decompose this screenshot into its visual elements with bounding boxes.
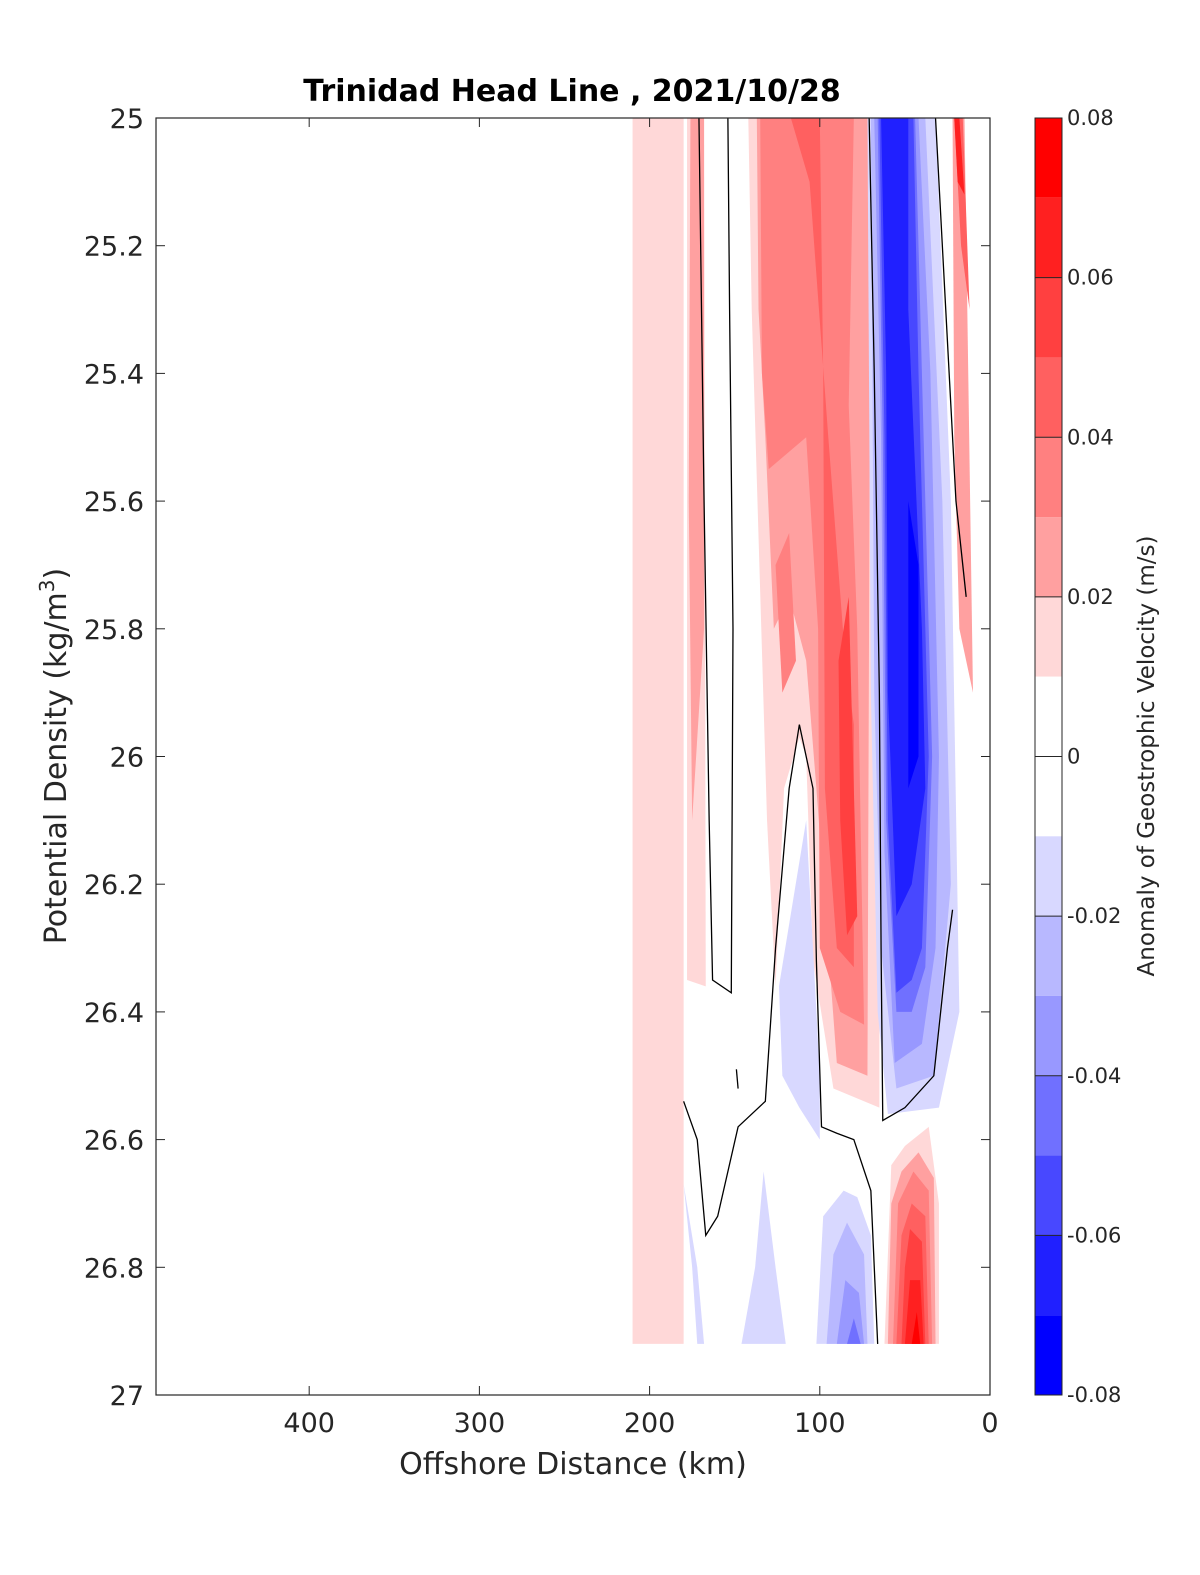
y-tick-label: 26.2 xyxy=(84,870,144,901)
zero-contour-layer xyxy=(683,118,967,1344)
colorbar-swatches xyxy=(1035,118,1062,1395)
x-tick-label: 400 xyxy=(283,1408,335,1439)
zero-contour-2 xyxy=(934,118,967,597)
y-tick-label: 25.4 xyxy=(84,359,144,390)
x-axis: 400 300 200 100 0 xyxy=(283,118,999,1439)
colorbar-swatch-12 xyxy=(1035,1155,1062,1236)
colorbar: 0.08 0.06 0.04 0.02 0 -0.02 -0.04 -0.06 -0.08 An… xyxy=(1034,106,1160,1407)
contour-fill-layer xyxy=(632,118,973,1344)
colorbar-swatch-14 xyxy=(1035,1315,1062,1395)
zero-contour-4 xyxy=(735,1069,739,1089)
colorbar-tick-label: 0.02 xyxy=(1067,585,1114,609)
contour-region-31 xyxy=(836,1280,865,1344)
x-tick-label: 300 xyxy=(454,1408,506,1439)
y-tick-label: 27 xyxy=(110,1381,144,1412)
y-tick-label: 25.2 xyxy=(84,232,144,263)
y-tick-label: 25 xyxy=(110,104,144,135)
x-tick-label: 100 xyxy=(794,1408,846,1439)
colorbar-swatch-1 xyxy=(1035,197,1062,278)
contour-region-11 xyxy=(954,118,965,195)
colorbar-swatch-3 xyxy=(1035,357,1062,438)
x-tick-label: 200 xyxy=(624,1408,676,1439)
y-axis-label-superscript: 3 xyxy=(35,579,59,592)
colorbar-swatch-0 xyxy=(1035,118,1062,198)
colorbar-ticks: 0.08 0.06 0.04 0.02 0 -0.02 -0.04 -0.06 -0.08 xyxy=(1035,106,1121,1407)
colorbar-tick-label: 0.06 xyxy=(1067,266,1114,290)
chart-title: Trinidad Head Line , 2021/10/28 xyxy=(303,74,840,109)
colorbar-swatch-8 xyxy=(1035,836,1062,917)
zero-contour-1 xyxy=(868,118,954,1122)
contour-region-32 xyxy=(847,1318,861,1344)
colorbar-swatch-9 xyxy=(1035,916,1062,996)
x-tick-label: 0 xyxy=(981,1408,998,1439)
y-axis-label-close: ) xyxy=(39,568,74,580)
contour-region-2 xyxy=(688,118,705,821)
contour-region-28 xyxy=(741,1171,786,1344)
y-tick-label: 25.6 xyxy=(84,487,144,518)
contour-region-6 xyxy=(790,118,854,968)
colorbar-swatch-10 xyxy=(1035,995,1062,1076)
colorbar-swatch-2 xyxy=(1035,277,1062,358)
plot-area xyxy=(155,117,991,1396)
x-axis-label: Offshore Distance (km) xyxy=(399,1447,747,1482)
colorbar-tick-label: 0 xyxy=(1067,745,1080,769)
contour-region-0 xyxy=(632,118,684,1344)
colorbar-swatch-11 xyxy=(1035,1075,1062,1156)
contour-region-8 xyxy=(775,533,796,693)
colorbar-swatch-13 xyxy=(1035,1235,1062,1316)
contour-region-7 xyxy=(838,596,858,936)
colorbar-tick-label: -0.08 xyxy=(1067,1383,1121,1407)
y-axis-label-main: Potential Density (kg/m xyxy=(39,592,74,944)
contour-region-26 xyxy=(911,1311,921,1344)
contour-region-19 xyxy=(908,501,919,789)
y-tick-label: 26.6 xyxy=(84,1126,144,1157)
contour-region-12 xyxy=(778,820,820,1140)
colorbar-swatch-5 xyxy=(1035,517,1062,597)
colorbar-tick-label: 0.08 xyxy=(1067,106,1114,130)
colorbar-swatch-6 xyxy=(1035,596,1062,677)
contour-region-27 xyxy=(683,1184,705,1344)
contour-region-9 xyxy=(952,118,973,693)
colorbar-swatch-4 xyxy=(1035,437,1062,518)
colorbar-tick-label: 0.04 xyxy=(1067,425,1114,449)
y-tick-label: 25.8 xyxy=(84,615,144,646)
y-axis-label: Potential Density (kg/m3) xyxy=(35,568,74,944)
y-tick-label: 26.4 xyxy=(84,998,144,1029)
contour-region-25 xyxy=(904,1280,924,1344)
zero-contour-3 xyxy=(683,724,879,1344)
colorbar-tick-label: -0.04 xyxy=(1067,1064,1121,1088)
colorbar-tick-label: -0.02 xyxy=(1067,904,1121,928)
y-axis: 25 25.2 25.4 25.6 25.8 26 26.2 26.4 26.6 26.8 27 xyxy=(84,104,990,1412)
colorbar-label: Anomaly of Geostrophic Velocity (m/s) xyxy=(1134,536,1160,977)
y-tick-label: 26.8 xyxy=(84,1253,144,1284)
colorbar-tick-label: -0.06 xyxy=(1067,1223,1121,1247)
y-tick-label: 26 xyxy=(110,743,144,774)
zero-contour-0 xyxy=(698,118,734,994)
